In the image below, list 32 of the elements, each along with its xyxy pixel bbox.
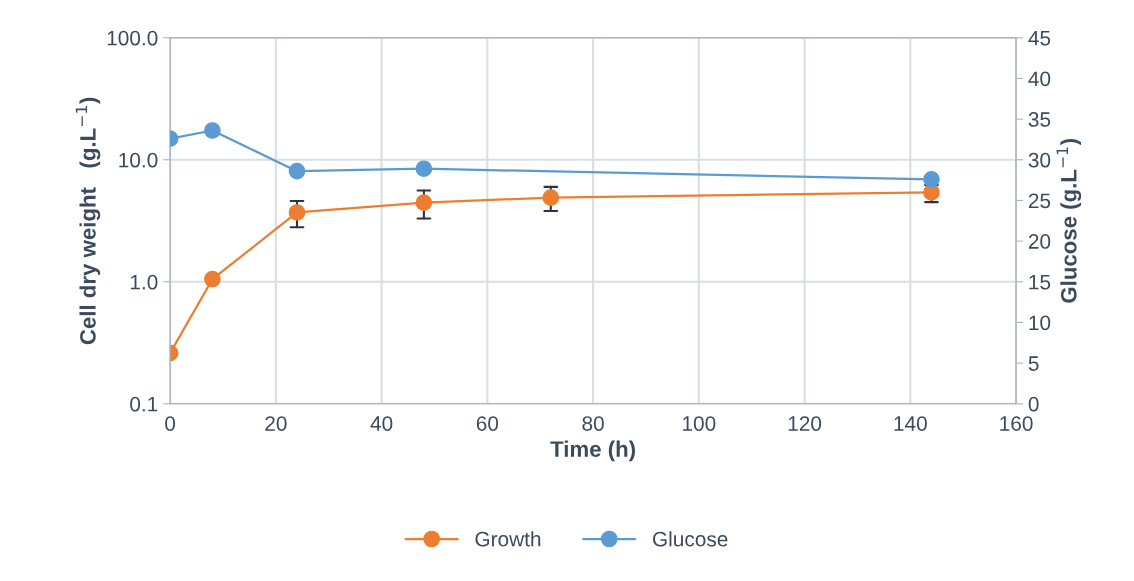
y2-tick-label: 0 (1028, 396, 1039, 412)
legend-label: Glucose (652, 531, 728, 547)
y-tick-label: 1.0 (130, 274, 158, 290)
y2-tick-label: 5 (1028, 356, 1039, 371)
y-axis-title: Cell dry weight (g.L$^{−1}$) (75, 97, 101, 345)
y-tick-label: 0.1 (130, 396, 158, 412)
y2-axis-title: Glucose (g.L$^{−1}$) (1056, 139, 1082, 303)
point (288, 204, 306, 221)
legend-label: Growth (475, 531, 541, 547)
x-tick-label: 20 (265, 416, 287, 431)
x-tick-label: 100 (683, 416, 716, 431)
y2-tick-label: 40 (1028, 71, 1051, 87)
x-tick-label: 120 (788, 416, 822, 431)
point (204, 270, 221, 288)
y2-tick-label: 15 (1029, 275, 1051, 290)
x-tick-label: 0 (165, 416, 176, 431)
y2-tick-label: 30 (1028, 152, 1051, 168)
x-tick-label: 160 (1000, 416, 1033, 431)
point (415, 194, 433, 212)
x-tick-label: 60 (476, 416, 499, 431)
y2-tick-label: 45 (1028, 30, 1051, 46)
x-axis-title: Time (h) (550, 440, 635, 462)
x-tick-label: 80 (582, 416, 604, 431)
y-tick-label: 10.0 (119, 152, 158, 168)
x-tick-label: 140 (894, 416, 927, 431)
x-tick-label: 40 (370, 416, 393, 431)
y2-tick-label: 10 (1029, 315, 1051, 331)
y2-tick-label: 35 (1028, 112, 1051, 127)
y2-tick-label: 20 (1028, 234, 1051, 249)
y-tick-label: 100.0 (107, 30, 158, 46)
y2-tick-label: 25 (1028, 193, 1051, 209)
point (542, 189, 560, 206)
